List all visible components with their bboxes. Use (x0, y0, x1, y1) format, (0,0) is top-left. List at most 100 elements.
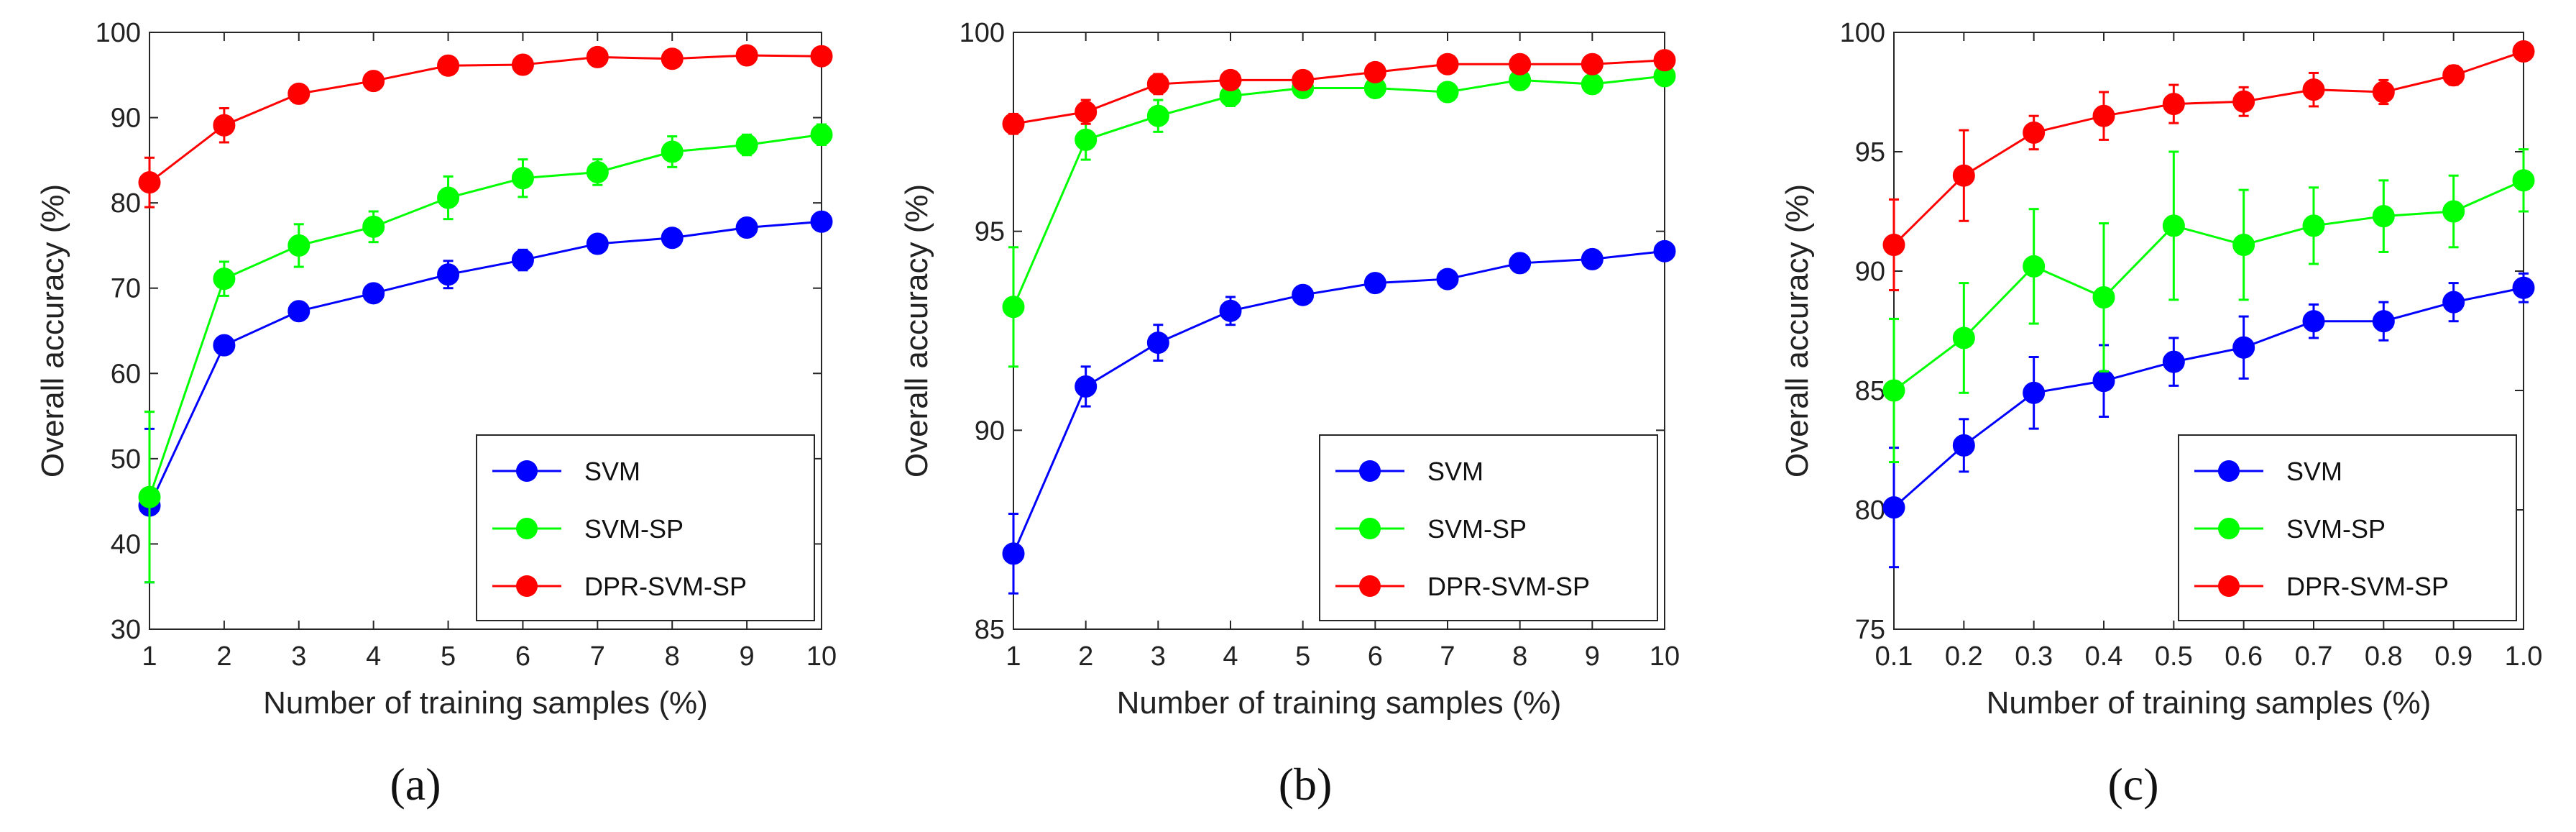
legend-marker (1359, 575, 1381, 597)
legend: SVM SVM-SP DPR-SVM-SP (476, 434, 815, 621)
x-tick-label: 0.5 (2155, 641, 2193, 672)
data-point-svm-sp (1146, 104, 1169, 127)
legend: SVM SVM-SP DPR-SVM-SP (1319, 434, 1658, 621)
x-tick-label: 5 (1295, 641, 1310, 672)
x-tick-label: 9 (740, 641, 755, 672)
data-point-svm-sp (2302, 214, 2325, 237)
y-tick-label: 90 (111, 104, 141, 134)
legend-label: SVM (584, 457, 640, 486)
legend-marker (2218, 518, 2240, 539)
y-tick-label: 70 (111, 274, 141, 304)
legend-item-svm: SVM (492, 457, 640, 486)
y-tick-label: 95 (1855, 137, 1885, 168)
legend-item-dpr-svm-sp: DPR-SVM-SP (492, 572, 747, 601)
data-point-dpr-svm-sp (288, 82, 310, 105)
data-point-svm-sp (2023, 255, 2046, 278)
series-line-dpr-svm-sp (1892, 50, 2524, 246)
data-point-svm (661, 227, 684, 250)
data-point-svm-sp (1581, 73, 1604, 96)
legend-marker (2218, 460, 2240, 482)
data-point-dpr-svm-sp (1952, 164, 1975, 187)
data-point-svm (1002, 542, 1025, 565)
x-tick-label: 2 (216, 641, 231, 672)
data-point-svm (735, 216, 758, 239)
data-point-svm (2302, 310, 2325, 333)
legend-item-svm: SVM (2194, 457, 2342, 486)
y-tick-label: 80 (111, 188, 141, 219)
data-point-svm-sp (735, 134, 758, 157)
data-point-svm (2162, 350, 2185, 373)
legend-item-svm-sp: SVM-SP (492, 514, 684, 544)
data-point-svm-sp (437, 186, 460, 209)
legend-marker (516, 460, 538, 482)
data-point-dpr-svm-sp (1882, 233, 1905, 256)
data-point-dpr-svm-sp (586, 45, 609, 68)
series-line-svm (1893, 286, 2524, 508)
data-point-svm-sp (213, 268, 236, 291)
data-point-svm (2442, 291, 2465, 314)
data-point-svm-sp (2442, 200, 2465, 223)
data-point-dpr-svm-sp (1436, 52, 1459, 76)
legend-label: DPR-SVM-SP (2286, 572, 2449, 601)
data-point-svm-sp (661, 140, 684, 163)
legend-marker (516, 518, 538, 539)
data-point-dpr-svm-sp (1292, 68, 1315, 91)
series-line-svm-sp (148, 133, 822, 498)
panel-caption: (b) (1279, 759, 1333, 810)
data-point-svm (2232, 336, 2255, 359)
x-tick-label: 3 (291, 641, 306, 672)
data-point-svm-sp (138, 485, 161, 508)
y-tick-label: 40 (111, 529, 141, 559)
data-point-svm-sp (1436, 81, 1459, 104)
data-point-dpr-svm-sp (1146, 73, 1169, 96)
data-point-dpr-svm-sp (213, 114, 236, 137)
data-point-dpr-svm-sp (2512, 40, 2535, 63)
series-line-svm-sp (1012, 75, 1665, 308)
data-point-svm (2023, 381, 2046, 404)
x-tick-label: 0.7 (2295, 641, 2333, 672)
chart-panel-c: 0.1 0.2 0.3 0.4 0.5 0.6 0.7 0.8 0.9 1.0 75 80 85 90 95… (1780, 18, 2542, 810)
data-point-svm-sp (1952, 326, 1975, 349)
panel-caption: (c) (2107, 759, 2158, 810)
data-point-svm (1952, 434, 1975, 457)
legend-label: SVM-SP (1427, 514, 1527, 544)
x-tick-label: 7 (590, 641, 605, 672)
y-tick-label: 90 (1855, 257, 1885, 287)
data-point-dpr-svm-sp (810, 45, 833, 68)
data-point-dpr-svm-sp (1219, 68, 1242, 91)
x-tick-label: 8 (1512, 641, 1527, 672)
data-point-svm-sp (1882, 379, 1905, 402)
data-point-svm (810, 210, 833, 233)
chart-panel-a: 1 2 3 4 5 6 7 8 9 10 30 40 50 60 70 80 90 100 Number of tr… (35, 18, 837, 810)
x-tick-label: 0.9 (2434, 641, 2472, 672)
y-tick-label: 60 (111, 359, 141, 389)
data-point-svm (2092, 370, 2115, 393)
x-tick-label: 0.4 (2085, 641, 2123, 672)
y-tick-label: 100 (960, 18, 1005, 48)
series-line-dpr-svm-sp (149, 54, 822, 183)
legend-marker (1359, 460, 1381, 482)
data-point-dpr-svm-sp (2372, 81, 2395, 104)
data-point-svm-sp (2162, 214, 2185, 237)
x-tick-label: 7 (1440, 641, 1455, 672)
data-point-dpr-svm-sp (2092, 104, 2115, 127)
legend-item-svm: SVM (1335, 457, 1484, 486)
y-tick-label: 30 (111, 615, 141, 645)
data-point-svm (1882, 496, 1905, 519)
x-tick-label: 9 (1585, 641, 1600, 672)
legend-label: SVM (2286, 457, 2342, 486)
data-point-svm (213, 334, 236, 357)
x-tick-label: 0.3 (2015, 641, 2053, 672)
data-point-svm (1146, 332, 1169, 355)
x-axis-label: Number of training samples (%) (263, 685, 708, 721)
legend-label: SVM-SP (2286, 514, 2386, 544)
data-point-svm (437, 263, 460, 286)
data-point-svm (1509, 252, 1532, 275)
legend-label: SVM-SP (584, 514, 684, 544)
data-point-svm (288, 300, 310, 323)
data-point-svm-sp (288, 234, 310, 257)
x-tick-label: 2 (1078, 641, 1093, 672)
data-point-svm (2372, 310, 2395, 333)
legend-label: DPR-SVM-SP (584, 572, 747, 601)
y-tick-label: 85 (1855, 376, 1885, 406)
